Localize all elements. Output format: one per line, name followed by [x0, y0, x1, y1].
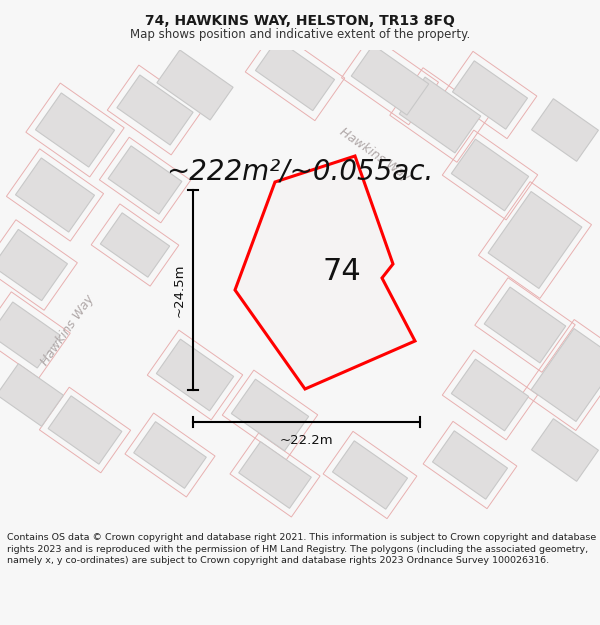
Polygon shape: [235, 156, 415, 389]
Polygon shape: [157, 339, 233, 411]
Text: 74: 74: [323, 257, 362, 286]
Text: Hawkins Way: Hawkins Way: [39, 292, 97, 367]
Polygon shape: [239, 442, 311, 508]
Polygon shape: [332, 441, 407, 509]
Text: ~222m²/~0.055ac.: ~222m²/~0.055ac.: [166, 158, 434, 186]
Text: 74, HAWKINS WAY, HELSTON, TR13 8FQ: 74, HAWKINS WAY, HELSTON, TR13 8FQ: [145, 14, 455, 28]
Polygon shape: [0, 302, 60, 368]
Polygon shape: [433, 431, 508, 499]
Polygon shape: [0, 364, 64, 426]
Polygon shape: [117, 75, 193, 145]
Text: Hawkins Way: Hawkins Way: [337, 126, 413, 184]
Polygon shape: [48, 396, 122, 464]
Polygon shape: [100, 213, 170, 278]
Polygon shape: [451, 359, 529, 431]
Polygon shape: [134, 422, 206, 488]
Text: Map shows position and indicative extent of the property.: Map shows position and indicative extent…: [130, 28, 470, 41]
Polygon shape: [256, 39, 335, 111]
Polygon shape: [108, 146, 182, 214]
Polygon shape: [0, 229, 67, 301]
Polygon shape: [451, 139, 529, 211]
Text: ~22.2m: ~22.2m: [280, 434, 334, 446]
Polygon shape: [484, 287, 566, 363]
Polygon shape: [488, 191, 582, 289]
Polygon shape: [351, 45, 429, 115]
Polygon shape: [532, 419, 598, 481]
Polygon shape: [532, 99, 598, 161]
Polygon shape: [157, 50, 233, 120]
Polygon shape: [531, 329, 600, 421]
Text: Contains OS data © Crown copyright and database right 2021. This information is : Contains OS data © Crown copyright and d…: [7, 533, 596, 566]
Polygon shape: [35, 93, 115, 167]
Polygon shape: [399, 77, 481, 153]
Polygon shape: [452, 61, 527, 129]
Text: ~24.5m: ~24.5m: [173, 263, 185, 317]
Polygon shape: [232, 379, 308, 451]
Polygon shape: [16, 158, 95, 232]
